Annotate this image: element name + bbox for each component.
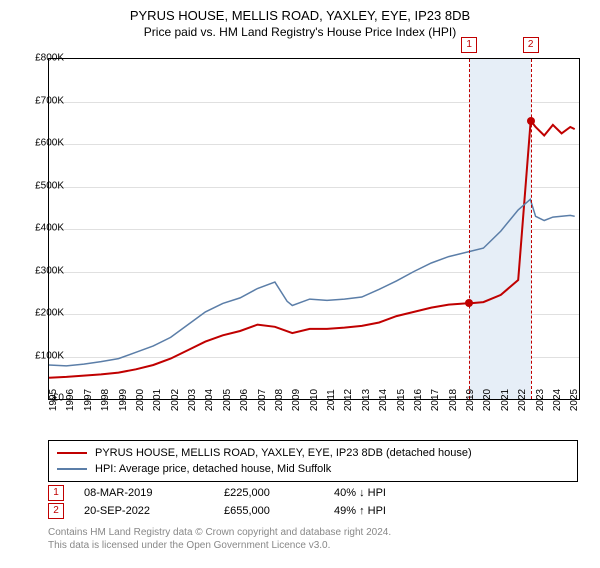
x-axis-tick-label: 2024 [552,389,563,411]
x-axis-tick-label: 2015 [396,389,407,411]
chart-title: PYRUS HOUSE, MELLIS ROAD, YAXLEY, EYE, I… [0,8,600,23]
x-axis-tick-label: 1996 [65,389,76,411]
legend: PYRUS HOUSE, MELLIS ROAD, YAXLEY, EYE, I… [48,440,578,482]
transaction-marker-icon: 1 [48,485,64,501]
x-axis-tick-label: 2004 [204,389,215,411]
x-axis-tick-label: 2016 [413,389,424,411]
transaction-price: £655,000 [224,505,334,517]
x-axis-tick-label: 2003 [187,389,198,411]
y-axis-tick-label: £400K [35,223,64,234]
transaction-vline [469,59,470,399]
x-axis-tick-label: 2020 [482,389,493,411]
transaction-marker-box: 1 [461,37,477,53]
legend-line-icon [57,452,87,454]
transaction-diff: 40% ↓ HPI [334,487,444,499]
sale-marker-dot [527,117,535,125]
y-axis-tick-label: £800K [35,53,64,64]
sale-marker-dot [465,299,473,307]
legend-item-property: PYRUS HOUSE, MELLIS ROAD, YAXLEY, EYE, I… [57,445,569,461]
footer-attribution: Contains HM Land Registry data © Crown c… [48,526,391,552]
x-axis-tick-label: 2014 [378,389,389,411]
transactions-table: 1 08-MAR-2019 £225,000 40% ↓ HPI 2 20-SE… [48,484,444,520]
transaction-vline [531,59,532,399]
x-axis-tick-label: 2021 [500,389,511,411]
y-axis-tick-label: £500K [35,180,64,191]
x-axis-tick-label: 2017 [430,389,441,411]
x-axis-tick-label: 1999 [118,389,129,411]
transaction-date: 20-SEP-2022 [84,505,224,517]
x-axis-tick-label: 2008 [274,389,285,411]
transaction-row: 2 20-SEP-2022 £655,000 49% ↑ HPI [48,502,444,520]
x-axis-tick-label: 2006 [239,389,250,411]
x-axis-tick-label: 2000 [135,389,146,411]
transaction-price: £225,000 [224,487,334,499]
x-axis-tick-label: 2011 [326,389,337,411]
x-axis-tick-label: 2005 [222,389,233,411]
x-axis-tick-label: 1997 [83,389,94,411]
y-axis-tick-label: £100K [35,350,64,361]
transaction-marker-box: 2 [523,37,539,53]
chart-plot-area: 12 [48,58,580,400]
transaction-diff: 49% ↑ HPI [334,505,444,517]
footer-line: This data is licensed under the Open Gov… [48,539,391,552]
legend-item-hpi: HPI: Average price, detached house, Mid … [57,461,569,477]
y-axis-tick-label: £600K [35,138,64,149]
x-axis-tick-label: 2019 [465,389,476,411]
x-axis-tick-label: 2013 [361,389,372,411]
x-axis-tick-label: 1998 [100,389,111,411]
y-axis-tick-label: £200K [35,308,64,319]
x-axis-tick-label: 2010 [309,389,320,411]
x-axis-tick-label: 2023 [535,389,546,411]
series-line-property [49,121,575,378]
legend-line-icon [57,468,87,470]
x-axis-tick-label: 2001 [152,389,163,411]
transaction-date: 08-MAR-2019 [84,487,224,499]
x-axis-tick-label: 2007 [257,389,268,411]
transaction-marker-icon: 2 [48,503,64,519]
series-line-hpi [49,199,575,366]
footer-line: Contains HM Land Registry data © Crown c… [48,526,391,539]
x-axis-tick-label: 2002 [170,389,181,411]
x-axis-tick-label: 1995 [48,389,59,411]
x-axis-tick-label: 2018 [448,389,459,411]
y-axis-tick-label: £700K [35,95,64,106]
chart-subtitle: Price paid vs. HM Land Registry's House … [0,25,600,39]
y-axis-tick-label: £300K [35,265,64,276]
x-axis-tick-label: 2025 [569,389,580,411]
legend-label: PYRUS HOUSE, MELLIS ROAD, YAXLEY, EYE, I… [95,447,472,459]
legend-label: HPI: Average price, detached house, Mid … [95,463,331,475]
x-axis-tick-label: 2009 [291,389,302,411]
transaction-row: 1 08-MAR-2019 £225,000 40% ↓ HPI [48,484,444,502]
x-axis-tick-label: 2012 [343,389,354,411]
x-axis-tick-label: 2022 [517,389,528,411]
